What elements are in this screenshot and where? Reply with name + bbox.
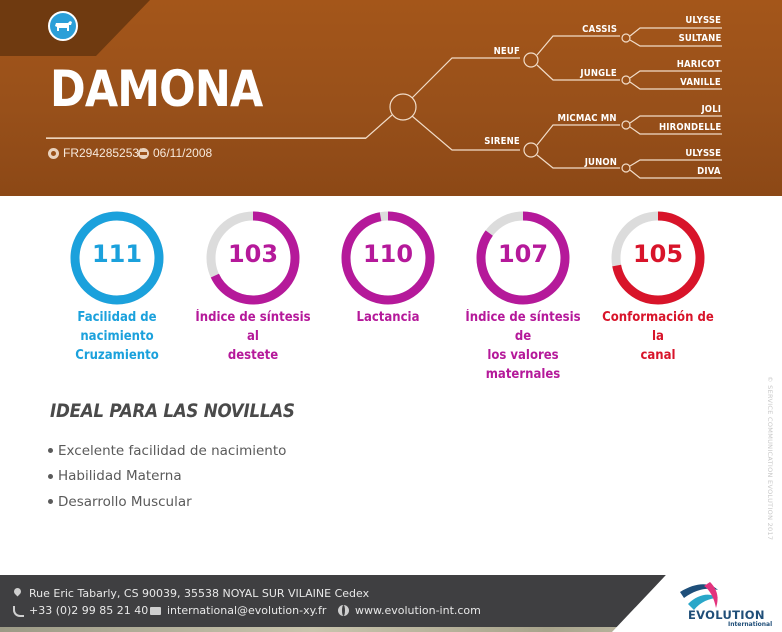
bullet-icon	[48, 499, 53, 505]
logo-word: EVOLUTION	[688, 608, 765, 622]
footer-email[interactable]: international@evolution-xy.fr	[150, 604, 326, 617]
caption-line: Índice de síntesis de	[465, 310, 581, 344]
animal-name: DAMONA	[50, 60, 263, 118]
caption-line: maternales	[485, 367, 561, 382]
list-item: Excelente facilidad de nacimiento	[48, 438, 286, 464]
pedigree-ggp-6: HIRONDELLE	[658, 122, 721, 133]
evolution-logo: EVOLUTION International	[670, 578, 774, 628]
caption-line: Índice de síntesis al	[195, 310, 311, 344]
gauge-caption-4: Conformación de la canal	[595, 308, 721, 365]
pedigree-sire-sire: CASSIS	[582, 24, 617, 35]
pedigree-ggp-2: SULTANE	[678, 33, 721, 44]
gauge-value: 107	[497, 240, 549, 268]
gauge-ring	[70, 211, 164, 305]
pedigree-ggp-5: JOLI	[701, 104, 721, 115]
gauge-caption-0: Facilidad de nacimiento Cruzamiento	[54, 308, 180, 365]
pedigree-tree	[46, 27, 722, 179]
gauge-1: 103	[203, 208, 303, 308]
gauge-value: 103	[227, 240, 279, 268]
caption-line: nacimiento	[80, 329, 154, 344]
bullet-icon	[48, 448, 53, 454]
registration-number: FR2942852535	[63, 146, 146, 160]
caption-line: destete	[227, 348, 279, 363]
gauge-value: 105	[632, 240, 684, 268]
cow-icon	[48, 11, 78, 41]
globe-icon	[338, 605, 349, 616]
gauge-caption-3: Índice de síntesis de los valores matern…	[460, 308, 586, 384]
phone-text: +33 (0)2 99 85 21 40	[29, 604, 149, 617]
footer-phone: +33 (0)2 99 85 21 40	[12, 604, 148, 617]
pedigree-sire: NEUF	[493, 46, 520, 57]
bullet-icon	[48, 473, 53, 479]
gauge-caption-1: Índice de síntesis al destete	[190, 308, 316, 365]
list-item-text: Excelente facilidad de nacimiento	[58, 442, 287, 459]
list-item-text: Habilidad Materna	[58, 468, 182, 485]
logo-mark-icon	[680, 582, 718, 610]
calendar-icon	[138, 147, 149, 159]
pedigree-ggp-4: VANILLE	[680, 77, 721, 88]
footer-photo-strip	[0, 624, 782, 632]
caption-line: canal	[640, 348, 676, 363]
gauge-ring	[341, 211, 435, 305]
pedigree-dam-sire: MICMAC MN	[557, 113, 617, 124]
pedigree-dam-dam: JUNON	[584, 157, 617, 168]
gauge-0: 111	[67, 208, 167, 308]
caption-line: Lactancia	[356, 310, 420, 325]
gauge-caption-2: Lactancia	[325, 308, 451, 327]
id-icon	[48, 147, 59, 159]
mail-icon	[150, 605, 161, 616]
gauge-2: 110	[338, 208, 438, 308]
pedigree-ggp-1: ULYSSE	[685, 15, 721, 26]
footer-website[interactable]: www.evolution-int.com	[338, 604, 481, 617]
gauge-value: 111	[91, 240, 143, 268]
pedigree-ggp-3: HARICOT	[677, 59, 721, 70]
side-credit: © SERVICE COMMUNICATION EVOLUTION 2017	[760, 376, 774, 540]
side-credit-text: © SERVICE COMMUNICATION EVOLUTION 2017	[766, 376, 774, 541]
gauge-value: 110	[362, 240, 414, 268]
footer-address: Rue Eric Tabarly, CS 90039, 35538 NOYAL …	[12, 587, 369, 600]
phone-icon	[12, 605, 24, 617]
registration-meta: FR2942852535	[48, 145, 146, 161]
list-item-text: Desarrollo Muscular	[58, 493, 192, 510]
address-text: Rue Eric Tabarly, CS 90039, 35538 NOYAL …	[29, 587, 370, 600]
caption-line: Conformación de la	[602, 310, 714, 344]
pedigree-dam: SIRENE	[484, 136, 520, 147]
pedigree-ggp-7: ULYSSE	[685, 148, 721, 159]
ideal-title: IDEAL PARA LAS NOVILLAS	[50, 400, 295, 422]
birth-date: 06/11/2008	[153, 146, 213, 160]
footer-contact-band	[0, 575, 666, 627]
header-banner: DAMONA FR2942852535 06/11/2008	[0, 0, 782, 196]
gauge-4: 105	[608, 208, 708, 308]
website-link[interactable]: www.evolution-int.com	[355, 604, 481, 617]
logo-sub: International	[728, 621, 773, 628]
pedigree-sire-dam: JUNGLE	[580, 68, 617, 79]
caption-line: Facilidad de	[77, 310, 157, 325]
gauge-ring	[476, 211, 570, 305]
pin-icon	[12, 588, 23, 599]
pedigree-ggp-8: DIVA	[697, 166, 721, 177]
list-item: Desarrollo Muscular	[48, 489, 286, 515]
email-link[interactable]: international@evolution-xy.fr	[167, 604, 327, 617]
gauge-ring	[206, 211, 300, 305]
list-item: Habilidad Materna	[48, 464, 286, 490]
caption-line: Cruzamiento	[75, 348, 159, 363]
gauge-3: 107	[473, 208, 573, 308]
gauge-ring	[611, 211, 705, 305]
caption-line: los valores	[487, 348, 559, 363]
ideal-list: Excelente facilidad de nacimiento Habili…	[48, 438, 286, 515]
birth-date-meta: 06/11/2008	[138, 145, 212, 161]
